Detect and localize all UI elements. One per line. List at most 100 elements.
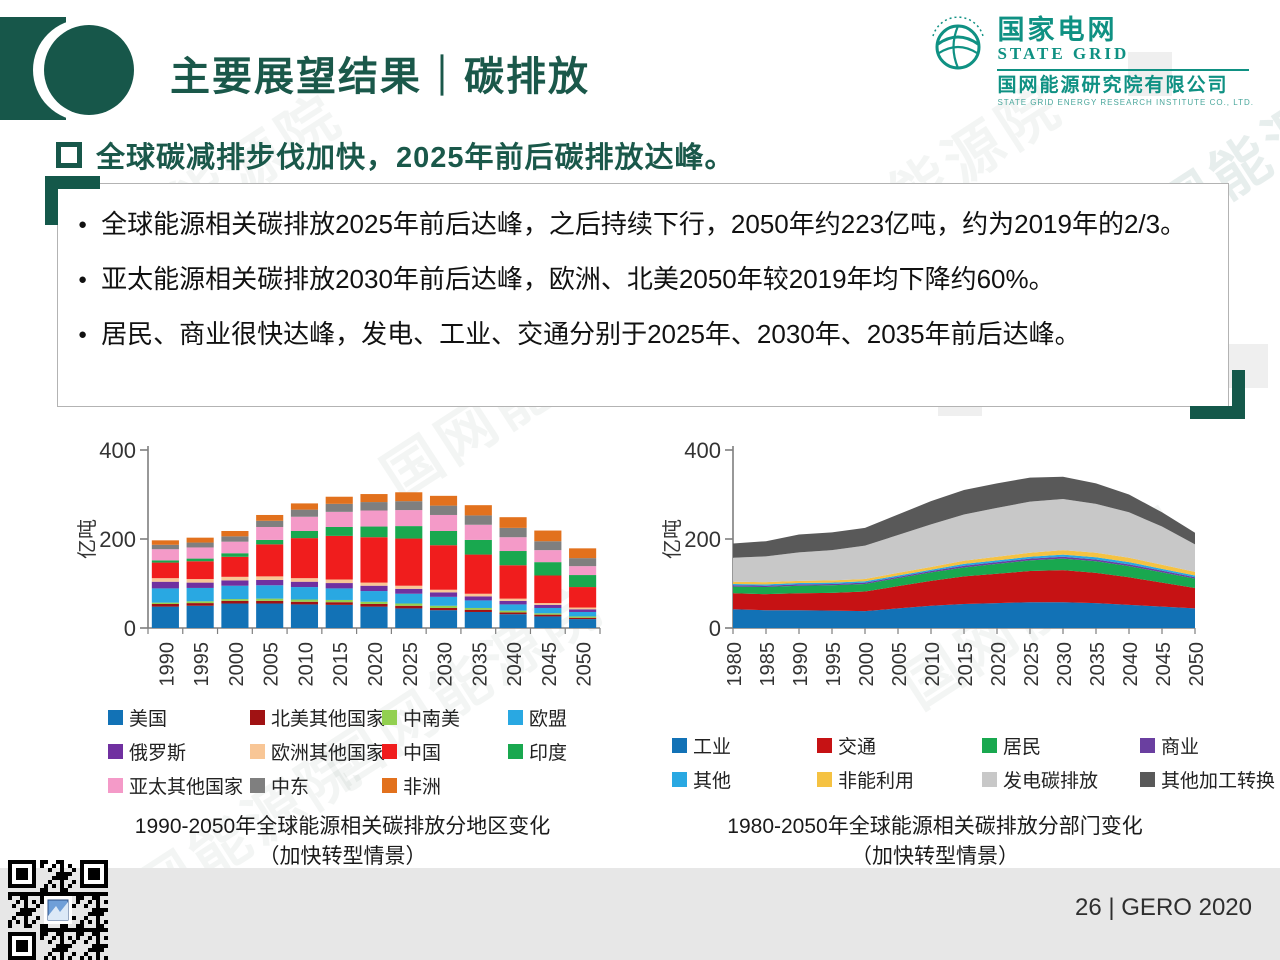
bar-segment [186,537,214,543]
section-heading: 全球碳减排步伐加快，2025年前后碳排放达峰。 [96,142,735,174]
legend-swatch-icon [672,772,687,787]
bar-segment [395,588,423,594]
logo-divider [997,69,1250,71]
bar-segment [395,510,423,527]
bar-segment [429,596,458,606]
qr-code [8,860,108,960]
legend-label: 欧盟 [529,709,568,730]
bar-segment [186,561,214,580]
area-layer [733,558,1195,595]
bar-segment [534,614,562,617]
x-tick-label: 1990 [156,642,178,687]
caption-line1: 1980-2050年全球能源相关碳排放分部门变化 [727,815,1143,838]
background-square [1128,52,1172,96]
bar-segment [256,520,284,527]
logo-org-cn: 国网能源研究院有限公司 [997,75,1229,96]
bar-segment [325,535,353,580]
bar-segment [534,616,562,628]
x-tick-label: 2040 [504,642,526,687]
bar-segment [221,600,249,604]
x-tick-label: 2015 [955,642,977,687]
legend-swatch-icon [108,710,123,725]
x-tick-label: 2035 [469,642,491,687]
bar-segment [569,607,597,610]
bar-segment [151,602,179,604]
bar-segment [534,550,562,563]
x-tick-label: 2030 [1054,642,1076,687]
legend-swatch-icon [817,772,832,787]
bar-segment [290,604,319,628]
bar-segment [325,599,353,603]
bullet-item: ● 亚太能源相关碳排放2030年前后达峰，欧洲、北美2050年较2019年均下降… [78,253,1206,306]
bar-segment [429,495,458,506]
bar-segment [395,593,423,604]
bar-segment [429,592,458,597]
x-tick-label: 2010 [295,642,317,687]
region-chart-caption: 1990-2050年全球能源相关碳排放分地区变化 （加快转型情景） [70,812,615,872]
legend-item: 中国 [382,738,508,765]
bar-segment [499,537,527,552]
y-axis-label: 亿吨 [76,519,99,559]
bar-segment [186,542,214,548]
legend-swatch-icon [250,710,265,725]
legend-swatch-icon [108,744,123,759]
x-tick-label: 2035 [1087,642,1109,687]
x-tick-label: 2040 [1120,642,1142,687]
bar-segment [429,589,458,593]
bar-segment [256,600,284,604]
legend-item: 非洲 [382,772,508,799]
bar-segment [464,539,492,555]
bar-segment [360,494,388,503]
bar-segment [569,609,597,612]
heading-square-bullet-icon [56,142,82,168]
bar-segment [534,575,562,604]
x-tick-label: 1995 [823,642,845,687]
bar-segment [186,587,214,602]
legend-label: 工业 [693,737,732,758]
bar-segment [534,541,562,551]
page-number: 26 | GERO 2020 [1075,894,1252,921]
bar-segment [325,602,353,605]
bar-segment [534,604,562,608]
bar-segment [464,515,492,525]
bar-segment [151,581,179,589]
bar-segment [464,596,492,601]
bar-segment [569,611,597,617]
legend-label: 非能利用 [838,771,915,792]
x-tick-label: 2005 [889,642,911,687]
bar-segment [395,608,423,628]
bar-segment [256,603,284,628]
bar-segment [534,603,562,605]
bar-segment [499,604,527,611]
bar-segment [221,580,249,586]
bar-segment [429,610,458,628]
legend-label: 中国 [403,743,442,764]
logo-brand-en: STATE GRID [997,44,1130,63]
bullet-item: ● 居民、商业很快达峰，发电、工业、交通分别于2025年、2030年、2035年… [78,308,1206,361]
bar-segment [569,575,597,588]
legend-swatch-icon [1140,738,1155,753]
legend-swatch-icon [108,778,123,793]
bar-segment [464,611,492,628]
bar-segment [151,540,179,545]
bar-segment [290,578,319,582]
region-emissions-bar-chart: 0 200 400 亿吨 1990 1995 2000 2005 2010 2015 2020 202… [76,438,601,687]
bar-segment [429,530,458,546]
bar-segment [325,588,353,600]
legend-label: 其他 [693,771,732,792]
bar-segment [499,527,527,538]
legend-item: 工业 [672,732,817,759]
state-grid-logo: 国家电网 STATE GRID 国网能源研究院有限公司 STATE GRID E… [929,16,1254,108]
bar-segment [256,598,284,601]
legend-label: 欧洲其他国家 [271,743,386,764]
y-axis-label: 亿吨 [661,519,684,559]
legend-item: 美国 [108,704,250,731]
bar-segment [256,576,284,580]
bar-segment [290,601,319,605]
bar-segment [360,582,388,586]
bar-segment [221,536,249,542]
legend-label: 发电碳排放 [1003,771,1099,792]
bar-segment [151,544,179,550]
bar-segment [221,553,249,557]
